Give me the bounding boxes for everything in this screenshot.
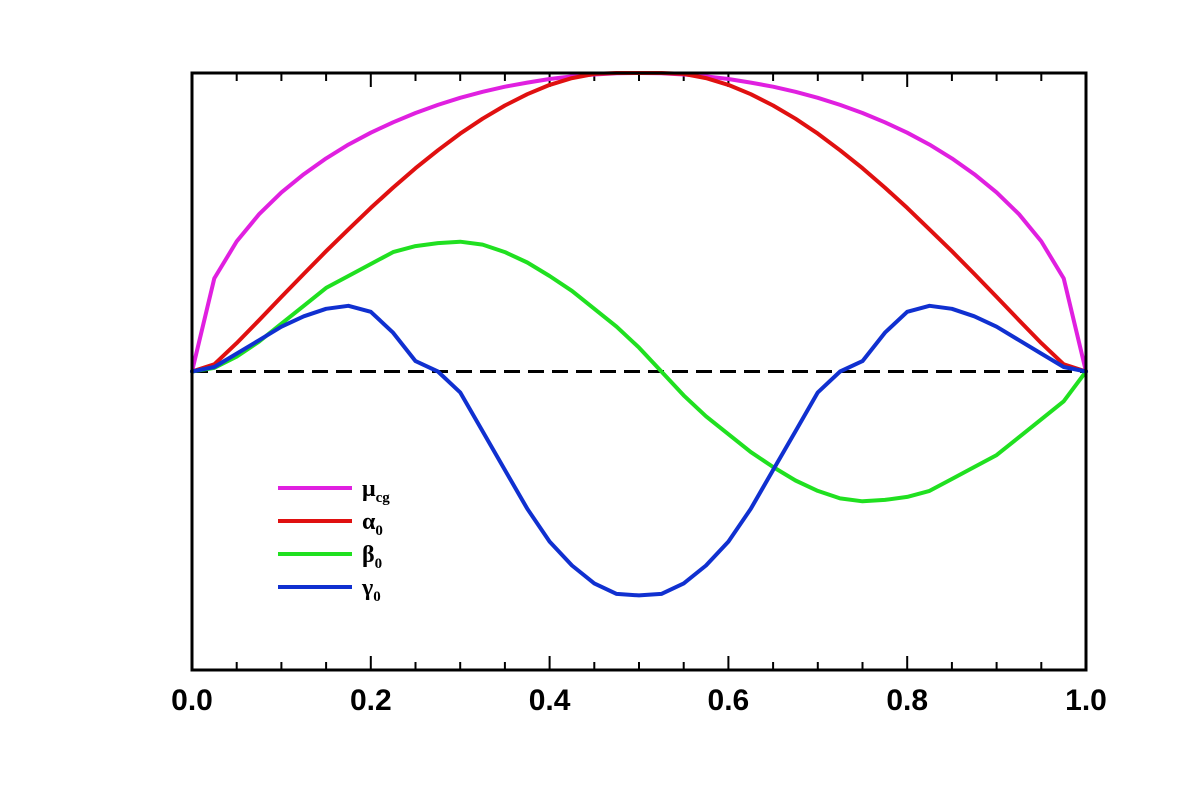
series-line-0 (190, 303, 1088, 598)
legend-label: γ0 (361, 575, 381, 605)
x-tick-label: 0.2 (350, 684, 392, 717)
x-tick-label: 0.4 (529, 684, 571, 717)
series-line-0 (190, 239, 1088, 504)
x-tick-label: 1.0 (1065, 684, 1107, 717)
x-tick-label: 0.0 (171, 684, 213, 717)
legend-label: μcg (362, 476, 390, 506)
x-tick-labels: 0.0 0.2 0.4 0.6 0.8 1.0 (171, 684, 1107, 717)
x-tick-label: 0.8 (886, 684, 928, 717)
legend-label: β0 (362, 542, 382, 572)
legend-label: α0 (362, 509, 383, 539)
plot-frame (190, 71, 1088, 672)
x-tick-label: 0.6 (708, 684, 750, 717)
